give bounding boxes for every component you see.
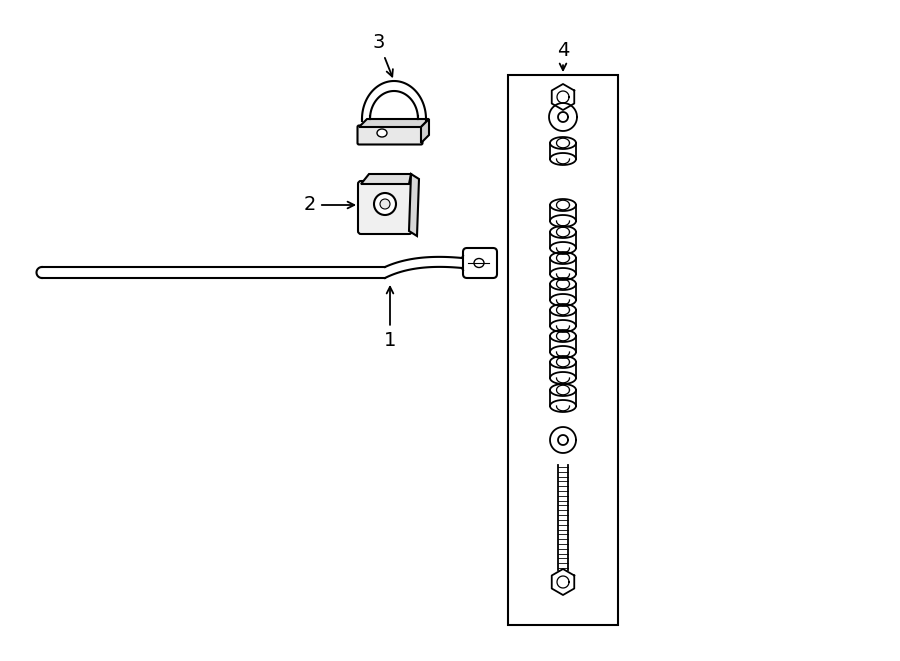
Ellipse shape — [377, 129, 387, 137]
Polygon shape — [361, 174, 411, 184]
Ellipse shape — [474, 258, 484, 268]
Polygon shape — [359, 119, 429, 127]
Ellipse shape — [374, 193, 396, 215]
Text: 3: 3 — [373, 34, 393, 77]
Polygon shape — [421, 119, 429, 143]
FancyBboxPatch shape — [357, 126, 422, 145]
Text: 1: 1 — [383, 287, 396, 350]
FancyBboxPatch shape — [463, 248, 497, 278]
FancyBboxPatch shape — [358, 181, 412, 234]
Text: 4: 4 — [557, 40, 569, 70]
Polygon shape — [409, 174, 419, 236]
Bar — [508, 75, 618, 625]
Ellipse shape — [380, 199, 390, 209]
Text: 2: 2 — [304, 196, 355, 215]
